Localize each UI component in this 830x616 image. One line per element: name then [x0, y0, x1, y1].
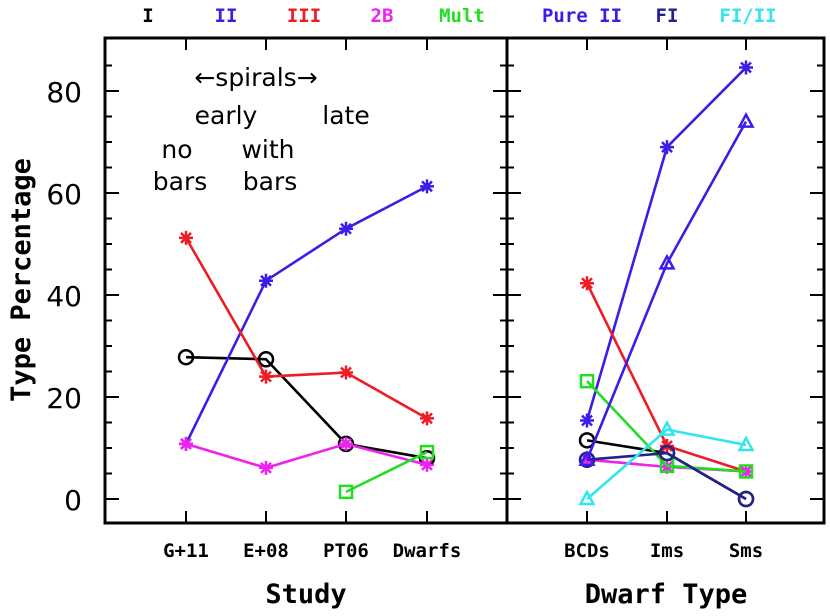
x-tick-label-g11: G+11: [163, 540, 209, 562]
x-tick-label-sms: Sms: [729, 540, 763, 562]
point-fi: [737, 490, 755, 508]
series-iii-panel-2: [580, 276, 753, 479]
annotation-early: early: [195, 101, 258, 130]
line-mult: [586, 380, 747, 473]
point-fi-ii: [658, 420, 676, 436]
point-mult: [579, 373, 595, 389]
point-pure-ii: [739, 60, 753, 75]
y-tick-label-60: 60: [46, 178, 82, 211]
left-panel-frame: [103, 36, 509, 525]
series-iii-panel-1: [179, 230, 434, 426]
point-iii: [259, 369, 273, 384]
line-i: [185, 355, 428, 460]
point-iii: [420, 411, 434, 426]
x-tick-label-e08: E+08: [243, 540, 289, 562]
point-2b: [259, 460, 273, 475]
annotation-bars-2: bars: [243, 167, 298, 196]
legend-label-mult: Mult: [439, 5, 485, 27]
series-mult-panel-1: [338, 444, 435, 500]
annotations: ←spirals→ early late no bars with bars: [153, 63, 370, 196]
series-mult-panel-2: [579, 373, 754, 479]
legend-label-2b: 2B: [371, 5, 394, 27]
y-tick-label-0: 0: [64, 484, 82, 517]
point-pure-ii: [660, 140, 674, 155]
line-mult: [345, 450, 428, 494]
point-mult: [738, 464, 754, 479]
line-iii: [184, 237, 428, 420]
point-ii: [578, 450, 596, 466]
y-tick-label-40: 40: [46, 280, 82, 313]
line-2b: [185, 442, 428, 470]
series-ii-panel-1: [179, 179, 434, 451]
x-axis-title-dwarf-type: Dwarf Type: [585, 579, 748, 610]
point-iii: [339, 365, 353, 380]
point-fi-ii: [578, 489, 596, 506]
legend-label-pure-ii: Pure II: [542, 5, 622, 27]
annotation-bars-1: bars: [153, 167, 208, 196]
series-2b-panel-1: [179, 436, 434, 475]
point-2b: [179, 436, 193, 451]
point-fi: [658, 444, 676, 462]
annotation-with: with: [241, 135, 294, 164]
point-ii: [737, 111, 755, 128]
line-pure-ii: [585, 66, 747, 421]
series-ii-panel-2: [578, 111, 755, 466]
y-tick-label-20: 20: [46, 382, 82, 415]
line-fi: [586, 451, 747, 501]
series-fi-panel-2: [578, 444, 755, 508]
point-iii: [179, 230, 193, 245]
line-ii: [585, 120, 748, 461]
legend-label-ii: II: [215, 5, 238, 27]
axis-ticks: [105, 38, 824, 523]
x-axis-title-study: Study: [265, 579, 346, 610]
x-tick-label-pt06: PT06: [323, 540, 369, 562]
x-tick-label-dwarfs: Dwarfs: [393, 540, 462, 562]
point-iii: [580, 276, 594, 291]
point-i: [257, 351, 275, 368]
line-ii: [184, 185, 428, 445]
y-tick-labels: 0 20 40 60 80: [46, 76, 82, 517]
point-pure-ii: [580, 413, 594, 428]
point-ii: [259, 273, 273, 288]
x-tick-label-ims: Ims: [650, 540, 684, 562]
point-mult: [419, 444, 435, 460]
x-tick-labels: G+11 E+08 PT06 Dwarfs BCDs Ims Sms: [163, 540, 763, 562]
line-fi-ii: [586, 428, 747, 500]
series-pure-ii-panel-2: [580, 60, 753, 428]
legend-label-fi-ii: FI/II: [719, 5, 776, 27]
series-i-panel-1: [177, 348, 436, 467]
point-2b: [420, 457, 434, 472]
x-tick-label-bcds: BCDs: [564, 540, 610, 562]
point-ii: [658, 253, 676, 270]
right-panel-frame: [505, 36, 826, 525]
annotation-late: late: [322, 101, 369, 130]
point-fi-ii: [737, 435, 755, 452]
point-ii: [420, 179, 434, 194]
y-axis-title: Type Percentage: [6, 158, 37, 402]
point-i: [177, 348, 195, 366]
point-2b: [339, 436, 353, 451]
legend: I II III 2B Mult Pure II FI FI/II: [142, 5, 776, 27]
series-layer: [177, 60, 755, 508]
legend-label-i: I: [142, 5, 153, 27]
annotation-spirals: ←spirals→: [194, 63, 317, 92]
legend-label-iii: III: [287, 5, 321, 27]
point-mult: [338, 484, 354, 500]
y-tick-label-80: 80: [46, 76, 82, 109]
series-fi-ii-panel-2: [578, 420, 755, 506]
point-ii: [339, 221, 353, 236]
annotation-no: no: [161, 135, 192, 164]
legend-label-fi: FI: [656, 5, 679, 27]
